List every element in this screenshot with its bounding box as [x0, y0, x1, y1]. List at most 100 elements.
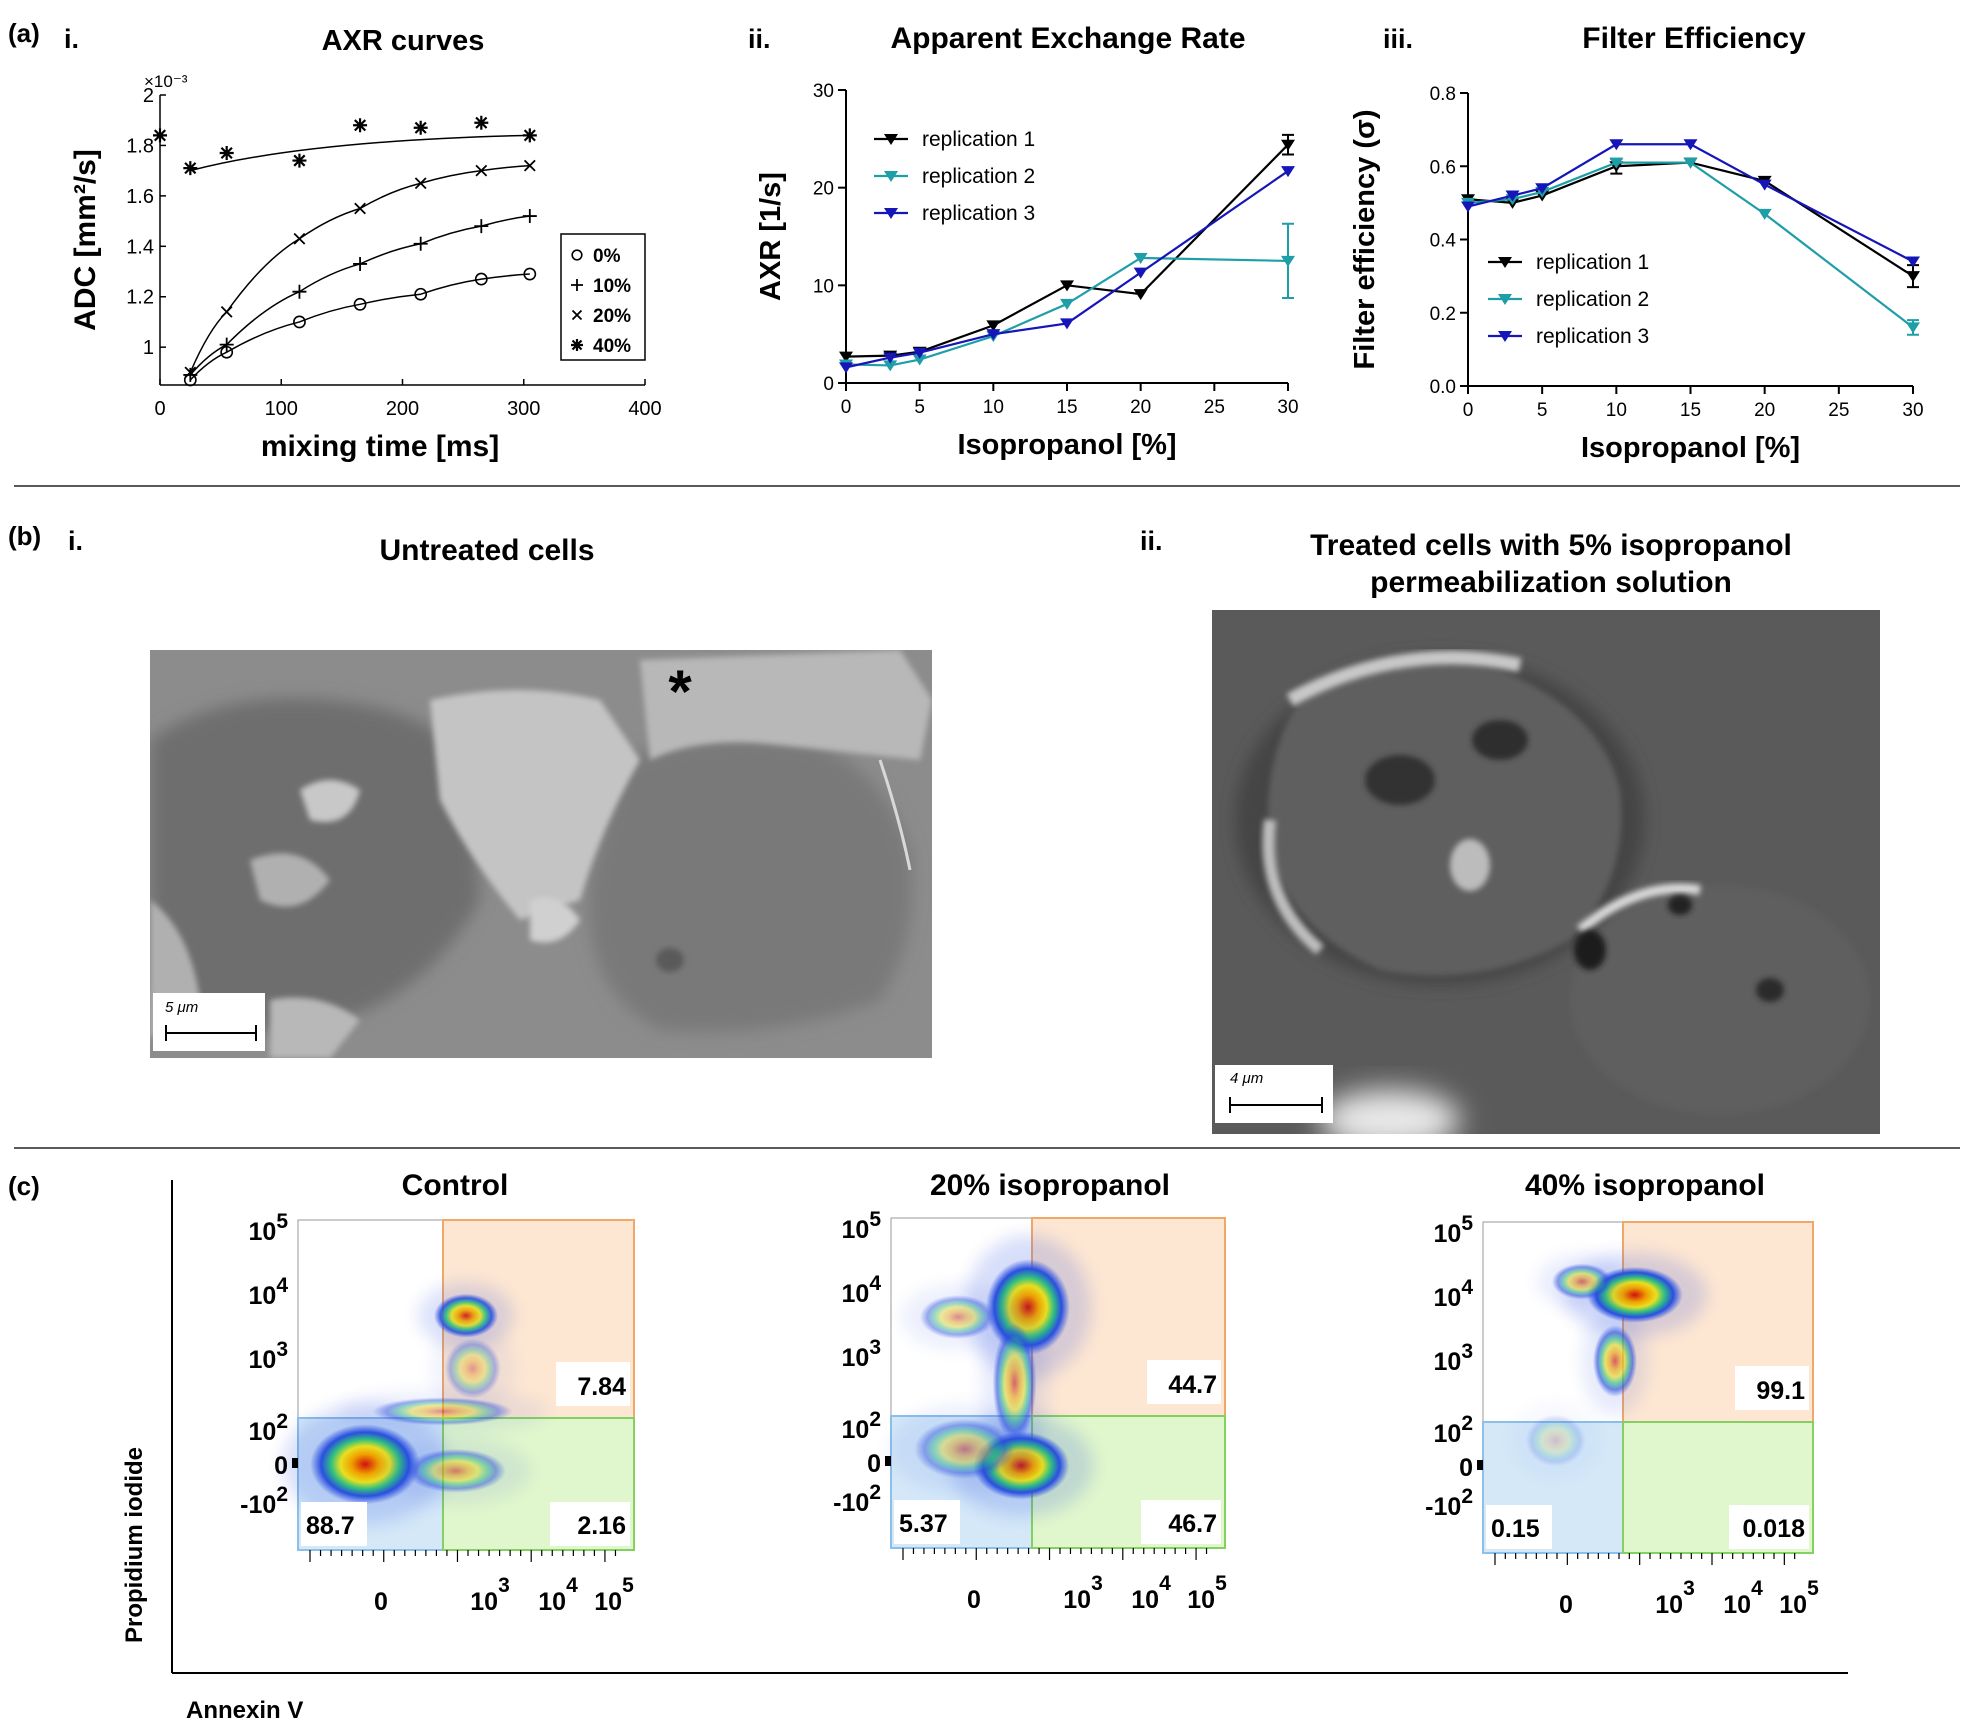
data-point — [571, 279, 583, 291]
y-tick-label: 102 — [842, 1408, 882, 1444]
data-point — [1281, 255, 1295, 267]
data-point — [1060, 280, 1074, 292]
data-point — [353, 256, 368, 271]
data-point — [414, 177, 427, 190]
y-tick-label: 103 — [1434, 1340, 1474, 1376]
x-tick-label: 200 — [386, 398, 419, 420]
series-40% — [153, 115, 537, 176]
scale-label-treated: 4 μm — [1230, 1070, 1263, 1087]
fit-curve — [189, 215, 530, 376]
data-point — [353, 118, 368, 133]
series-0% — [183, 267, 537, 387]
data-point — [1281, 139, 1295, 151]
quadrant-lower-left-value: 5.37 — [899, 1510, 948, 1538]
data-point — [571, 309, 583, 321]
y-axis-label: ADC [mm²/s] — [69, 149, 102, 331]
legend-marker — [1498, 257, 1512, 268]
x-tick-label: 5 — [914, 397, 925, 418]
x-tick-label: 30 — [1277, 397, 1298, 418]
quadrant-lower-left-value: 0.15 — [1491, 1515, 1540, 1543]
x-tick-label: 0 — [374, 1588, 388, 1616]
data-point — [1505, 190, 1520, 202]
data-point — [474, 115, 489, 130]
data-point — [883, 360, 898, 372]
sem-image-untreated — [150, 650, 932, 1058]
quadrant-upper-right-value: 44.7 — [1168, 1371, 1217, 1399]
y-tick-label: 0.0 — [1430, 377, 1456, 398]
value-box — [1147, 1360, 1221, 1404]
y-tick-label: -102 — [240, 1483, 288, 1519]
y-tick-label: 104 — [842, 1272, 882, 1308]
panel-label-a: (a) — [8, 18, 40, 48]
value-box — [1735, 1366, 1809, 1410]
data-point — [354, 202, 366, 215]
series-line — [845, 256, 1289, 367]
data-point — [293, 315, 306, 329]
y-multiplier: ×10⁻³ — [144, 72, 188, 91]
x-tick-label: 105 — [1779, 1577, 1819, 1619]
panel-label-c: (c) — [8, 1171, 40, 1201]
data-point — [839, 362, 853, 374]
data-point — [1906, 271, 1920, 283]
x-tick-label: 100 — [265, 398, 298, 420]
data-point — [474, 272, 488, 286]
x-tick-label: 15 — [1056, 397, 1077, 418]
series-replication-3 — [1461, 139, 1920, 268]
plot-title: 20% isopropanol — [930, 1169, 1170, 1202]
y-tick-label: 0 — [1459, 1454, 1473, 1482]
data-point — [1281, 166, 1295, 178]
series-line — [845, 170, 1289, 369]
x-tick-label: 0 — [154, 398, 165, 420]
y-tick-label: 10 — [813, 276, 834, 297]
value-box — [1486, 1505, 1552, 1549]
x-tick-label: 105 — [1187, 1572, 1227, 1614]
y-tick-label: 103 — [842, 1336, 882, 1372]
sem-treated-title-line2: permeabilization solution — [1370, 566, 1732, 599]
data-point — [1609, 139, 1624, 151]
data-point — [183, 161, 198, 176]
x-axis-label: Isopropanol [%] — [957, 429, 1176, 461]
data-point — [1757, 208, 1772, 220]
data-point — [1906, 322, 1920, 334]
sem-treated-title-line1: Treated cells with 5% isopropanol — [1310, 529, 1792, 562]
legend-label: replication 2 — [922, 165, 1035, 188]
y-tick-label: 0 — [823, 374, 834, 395]
data-point — [522, 209, 537, 224]
x-tick-label: 400 — [628, 398, 661, 420]
axis-break — [1477, 1460, 1483, 1470]
x-tick-label: 103 — [1063, 1572, 1103, 1614]
legend-label: replication 1 — [1536, 251, 1649, 274]
data-point — [571, 249, 583, 261]
y-tick-label: 105 — [1434, 1212, 1474, 1248]
data-point — [1060, 318, 1074, 330]
chart-title: AXR curves — [322, 25, 485, 57]
flow-plot-20-percent: 20% isopropanol 44.7 5.37 46.7 105 104 103 102 0… — [833, 1169, 1227, 1614]
chart-title: Apparent Exchange Rate — [890, 22, 1245, 55]
x-tick-label: 30 — [1902, 400, 1923, 421]
y-tick-label: 105 — [842, 1208, 882, 1244]
density-cloud — [1552, 1263, 1612, 1300]
density-cloud — [444, 1338, 501, 1399]
y-tick-label: 0.2 — [1430, 304, 1456, 325]
y-tick-label: 104 — [1434, 1276, 1474, 1312]
legend-marker — [1498, 294, 1512, 305]
data-point — [1133, 289, 1148, 301]
panel-label-b-i: i. — [68, 526, 83, 556]
y-tick-label: 0.4 — [1430, 231, 1457, 252]
x-tick-label: 25 — [1828, 400, 1849, 421]
data-point — [883, 352, 898, 364]
series-10% — [183, 209, 537, 382]
axis-break — [292, 1458, 298, 1468]
x-tick-label: 10 — [983, 397, 1004, 418]
legend: 0% 10% 20% 40% — [560, 233, 646, 361]
sem-asterisk: * — [668, 658, 692, 725]
flow-xlabel: Annexin V — [186, 1697, 303, 1724]
data-point — [986, 329, 1001, 341]
series-replication-1 — [1461, 157, 1920, 289]
value-box — [556, 1362, 630, 1406]
y-tick-label: 105 — [249, 1210, 289, 1246]
data-point — [413, 120, 428, 135]
plot-title: Control — [402, 1169, 509, 1202]
data-point — [292, 153, 307, 168]
quadrant-lower-right-value: 2.16 — [577, 1512, 626, 1540]
